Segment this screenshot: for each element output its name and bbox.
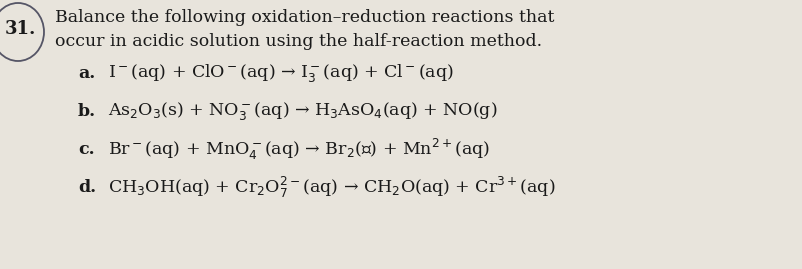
Text: 31.: 31. (4, 20, 35, 38)
Text: b.: b. (78, 102, 96, 119)
Text: Br$^-$(aq) + MnO$_4^-$(aq) → Br$_2$(ℓ) + Mn$^{2+}$(aq): Br$^-$(aq) + MnO$_4^-$(aq) → Br$_2$(ℓ) +… (108, 136, 490, 162)
Text: a.: a. (78, 65, 95, 82)
Text: d.: d. (78, 179, 96, 196)
Text: As$_2$O$_3$(s) + NO$_3^-$(aq) → H$_3$AsO$_4$(aq) + NO(g): As$_2$O$_3$(s) + NO$_3^-$(aq) → H$_3$AsO… (108, 100, 497, 122)
Text: occur in acidic solution using the half-reaction method.: occur in acidic solution using the half-… (55, 33, 542, 49)
Text: Balance the following oxidation–reduction reactions that: Balance the following oxidation–reductio… (55, 9, 554, 26)
Text: I$^-$(aq) + ClO$^-$(aq) → I$_3^-$(aq) + Cl$^-$(aq): I$^-$(aq) + ClO$^-$(aq) → I$_3^-$(aq) + … (108, 62, 454, 84)
Text: c.: c. (78, 140, 95, 158)
Text: CH$_3$OH(aq) + Cr$_2$O$_7^{2-}$(aq) → CH$_2$O(aq) + Cr$^{3+}$(aq): CH$_3$OH(aq) + Cr$_2$O$_7^{2-}$(aq) → CH… (108, 175, 556, 200)
